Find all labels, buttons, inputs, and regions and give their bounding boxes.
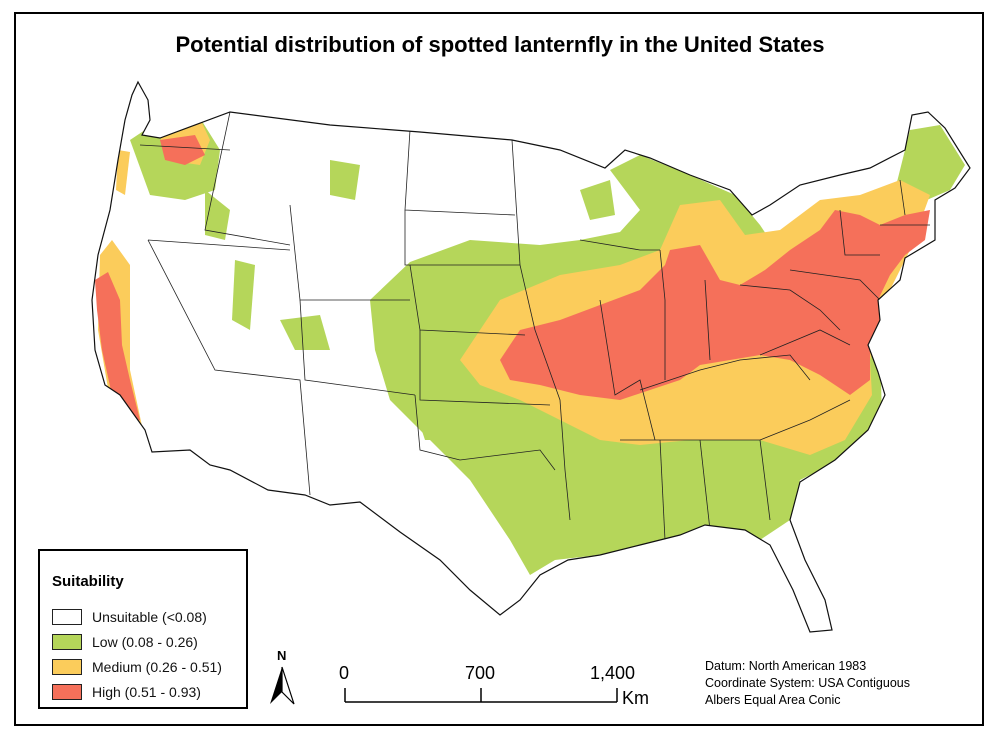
legend-swatch-low [52, 634, 82, 650]
legend-label-medium: Medium (0.26 - 0.51) [92, 659, 222, 675]
datum-info: Datum: North American 1983 Coordinate Sy… [705, 658, 910, 709]
legend-item-medium: Medium (0.26 - 0.51) [52, 658, 222, 676]
scale-tick-700: 700 [465, 663, 496, 683]
scale-tick-1400: 1,400 [590, 663, 636, 683]
legend-swatch-high [52, 684, 82, 700]
datum-line-3: Albers Equal Area Conic [705, 693, 841, 707]
scale-bar [344, 688, 618, 703]
scale-tick-0: 0 [339, 663, 350, 683]
legend-item-low: Low (0.08 - 0.26) [52, 633, 198, 651]
legend-item-high: High (0.51 - 0.93) [52, 683, 201, 701]
map-title: Potential distribution of spotted lanter… [175, 32, 825, 57]
datum-line-1: Datum: North American 1983 [705, 659, 867, 673]
north-label: N [277, 648, 287, 663]
legend-swatch-unsuitable [52, 609, 82, 625]
legend-item-unsuitable: Unsuitable (<0.08) [52, 608, 207, 626]
datum-line-2: Coordinate System: USA Contiguous [705, 676, 910, 690]
north-arrow-icon [270, 666, 295, 705]
legend-box: Suitability Unsuitable (<0.08) Low (0.08… [38, 549, 248, 709]
legend-title: Suitability [52, 573, 124, 590]
map-frame [14, 12, 984, 726]
legend-label-low: Low (0.08 - 0.26) [92, 634, 198, 650]
high-suitability-zones [95, 135, 930, 425]
state-boundaries [139, 111, 930, 541]
legend-swatch-medium [52, 659, 82, 675]
legend-label-high: High (0.51 - 0.93) [92, 684, 201, 700]
legend-label-unsuitable: Unsuitable (<0.08) [92, 609, 207, 625]
scale-unit: Km [622, 688, 649, 708]
